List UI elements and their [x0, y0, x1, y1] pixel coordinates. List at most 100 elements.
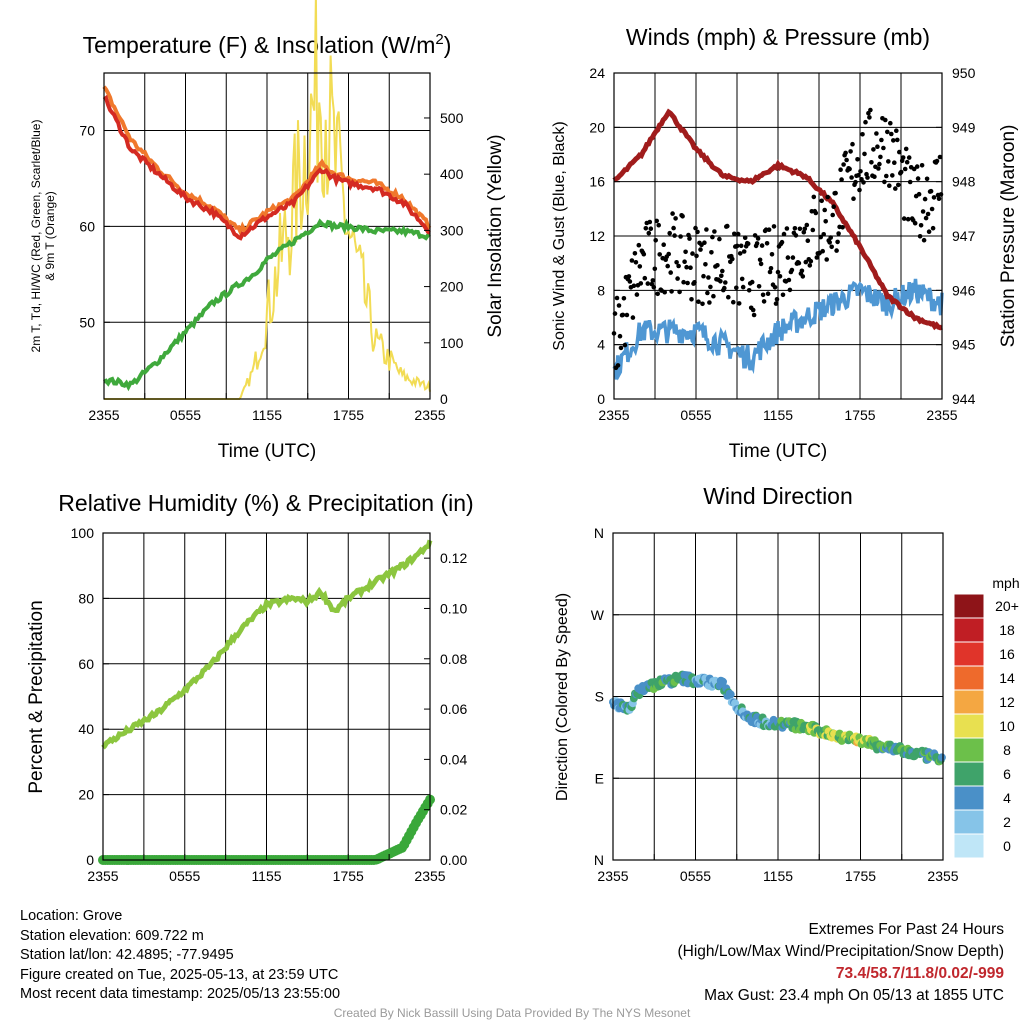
gust-point: [775, 269, 781, 275]
gust-point: [767, 269, 773, 275]
gust-point: [934, 158, 940, 164]
gust-point: [715, 263, 720, 268]
winds-xtick-label: 2355: [598, 407, 629, 423]
gust-point: [765, 291, 771, 297]
gust-point: [633, 260, 639, 265]
humidity-line: [101, 539, 433, 750]
gust-point: [769, 252, 775, 257]
colorbar-label: 16: [999, 646, 1015, 662]
gust-point: [756, 284, 762, 289]
gust-point: [751, 312, 757, 318]
temperature-ytick-label: 60: [79, 218, 95, 234]
pressure-y2tick-label: 947: [952, 228, 976, 244]
gust-point: [712, 229, 717, 234]
colorbar-label: 4: [1003, 790, 1011, 806]
gust-point: [734, 285, 739, 291]
insolation-y2tick-label: 100: [440, 335, 464, 351]
gust-point: [898, 169, 904, 175]
gust-point: [822, 207, 827, 213]
winds-ytick-label: 24: [589, 65, 605, 81]
winds-ytick-label: 4: [597, 337, 605, 353]
gust-point: [881, 145, 886, 151]
gust-point: [780, 292, 786, 298]
gust-point: [676, 263, 681, 269]
gust-point: [781, 231, 787, 237]
gust-point: [675, 276, 680, 281]
gust-point: [680, 214, 685, 219]
winds-xtick-label: 2355: [926, 407, 957, 423]
gust-point: [624, 312, 630, 318]
gust-point: [760, 292, 766, 298]
gust-point: [678, 234, 683, 239]
winds-xtick-label: 0555: [680, 407, 711, 423]
colorbar-swatch: [953, 761, 985, 787]
colorbar-swatch: [953, 689, 985, 715]
gust-point: [637, 264, 643, 269]
gust-point: [654, 218, 659, 224]
gust-point: [746, 288, 752, 293]
gust-point: [661, 242, 666, 247]
wind-speed-line: [612, 278, 944, 381]
colorbar-label: 6: [1003, 766, 1011, 782]
colorbar-swatch: [953, 737, 985, 763]
gust-point: [774, 297, 780, 302]
gust-point: [638, 281, 644, 286]
gust-point: [657, 252, 662, 257]
direction-xtick-label: 2355: [597, 868, 628, 884]
gust-point: [622, 342, 628, 348]
gust-point: [742, 235, 748, 240]
direction-ytick-label: S: [595, 689, 604, 705]
gust-point: [828, 235, 833, 240]
gust-point: [839, 177, 844, 182]
gust-point: [787, 287, 793, 293]
gust-point: [720, 268, 725, 274]
gust-point: [849, 175, 854, 180]
gust-point: [717, 236, 722, 242]
gust-point: [683, 249, 688, 255]
gust-point: [621, 296, 627, 301]
direction-ylabel: Direction (Colored By Speed): [554, 593, 571, 801]
gust-point: [784, 226, 790, 231]
gust-point: [615, 363, 621, 368]
gust-point: [796, 260, 802, 266]
direction-title: Wind Direction: [703, 483, 853, 509]
gust-point: [651, 285, 657, 290]
gust-point: [833, 190, 838, 196]
gust-point: [930, 225, 936, 231]
precip-y2tick-label: 0.06: [440, 701, 467, 717]
colorbar-label: 2: [1003, 814, 1011, 830]
insolation-ylabel: Solar Insolation (Yellow): [485, 134, 506, 337]
gust-point: [702, 240, 707, 245]
gust-point: [892, 160, 897, 165]
temperature-xtick-label: 1155: [252, 407, 282, 423]
gust-point: [708, 284, 713, 290]
gust-point: [681, 279, 686, 285]
temperature-xtick-label: 0555: [170, 407, 201, 423]
gust-point: [646, 230, 652, 236]
gust-point: [642, 275, 648, 281]
gust-point: [749, 279, 755, 285]
gust-point: [800, 274, 806, 279]
gust-point: [844, 157, 849, 163]
gust-point: [754, 241, 760, 246]
pressure-ylabel: Station Pressure (Maroon): [998, 125, 1019, 348]
temperature-ytick-label: 50: [79, 314, 95, 330]
gust-point: [789, 267, 795, 273]
pressure-y2tick-label: 945: [952, 337, 976, 353]
gust-point: [656, 222, 661, 228]
precip-y2tick-label: 0.10: [440, 600, 467, 616]
direction-ytick-label: N: [594, 852, 604, 868]
gust-point: [687, 236, 692, 241]
gust-point: [732, 231, 737, 237]
gust-point: [694, 253, 699, 259]
gust-point: [891, 138, 896, 143]
gust-point: [793, 233, 799, 238]
gust-point: [685, 280, 690, 286]
gust-point: [915, 176, 921, 181]
gust-point: [738, 243, 744, 249]
gust-point: [825, 194, 830, 200]
humidity-ylabel: Percent & Precipitation: [26, 600, 47, 793]
gust-point: [860, 132, 865, 137]
gust-point: [824, 257, 829, 262]
gust-point: [841, 162, 846, 167]
